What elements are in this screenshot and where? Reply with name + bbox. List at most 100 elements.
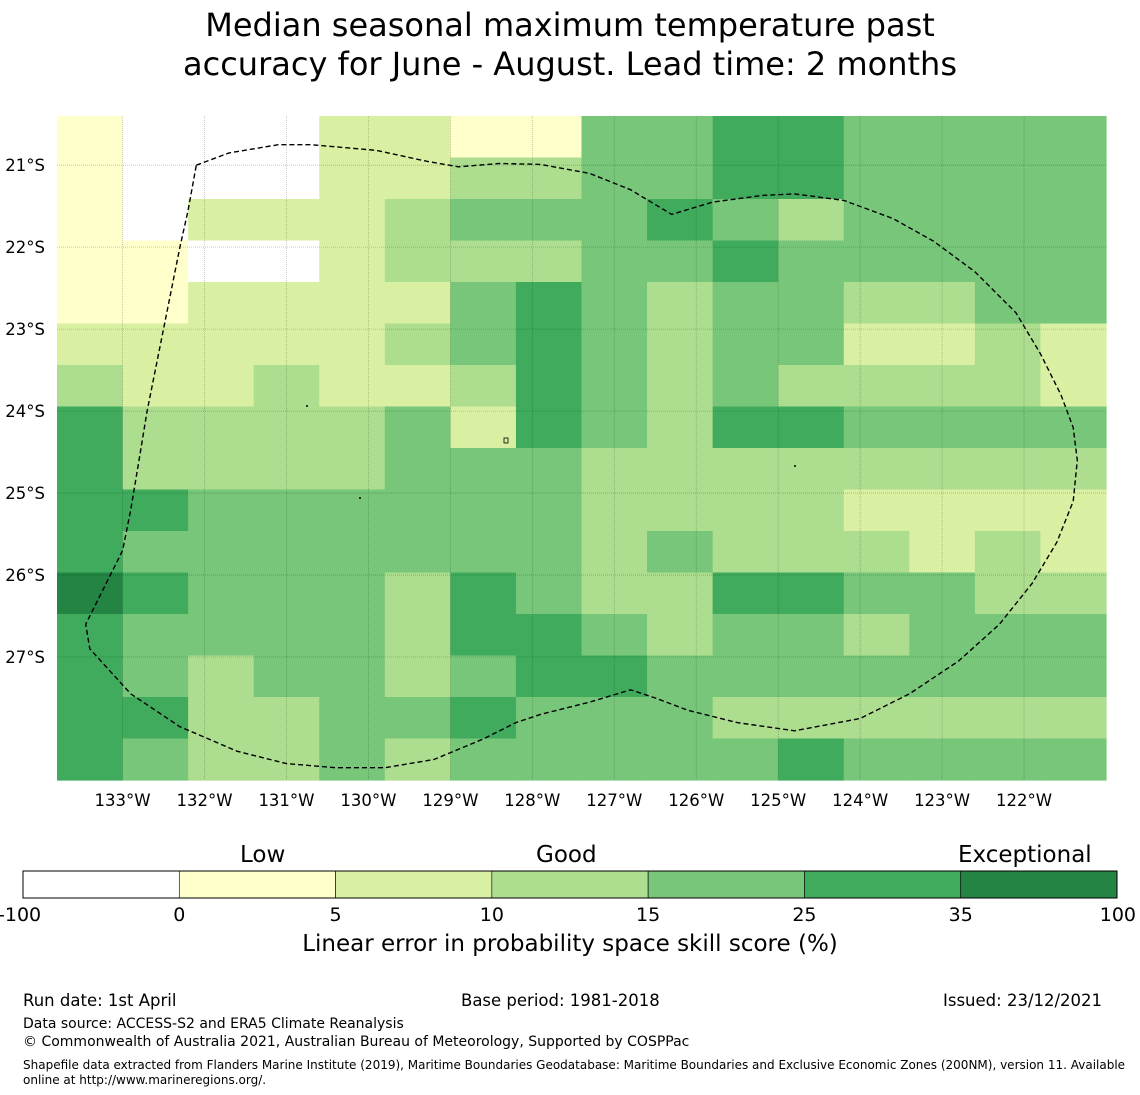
skill-cell: [515, 116, 583, 159]
skill-cell: [1040, 614, 1107, 657]
skill-cell: [188, 655, 255, 698]
skill-cell: [253, 323, 320, 366]
skill-cell: [843, 614, 910, 657]
skill-cell: [581, 199, 648, 242]
longitude-label: 129°W: [422, 791, 478, 810]
skill-cell: [253, 448, 320, 491]
skill-cell: [909, 323, 976, 366]
skill-cell: [384, 282, 451, 325]
skill-cell: [57, 282, 124, 325]
skill-cell: [384, 240, 451, 283]
skill-cell: [384, 572, 451, 615]
skill-cell: [384, 448, 451, 491]
skill-cell: [647, 282, 714, 325]
eez-boundary: [84, 144, 1079, 769]
skill-cell: [57, 240, 124, 283]
shapefile-credit: Shapefile data extracted from Flanders M…: [23, 1058, 1126, 1087]
skill-cell: [974, 406, 1042, 449]
skill-cell: [253, 697, 320, 740]
skill-cell: [712, 240, 779, 283]
skill-cell: [319, 323, 386, 366]
data-source: Data source: ACCESS-S2 and ERA5 Climate …: [23, 1016, 404, 1032]
island: [794, 465, 796, 467]
skill-cell: [909, 489, 976, 532]
latitude-label: 25°S: [5, 484, 45, 503]
skill-cell: [515, 199, 583, 242]
longitude-labels: 133°W 132°W 131°W 130°W 129°W 128°W 127°W 126°W…: [95, 791, 1053, 810]
skill-cell: [57, 406, 124, 449]
skill-cell: [188, 240, 255, 283]
colorbar: [22, 870, 1118, 899]
skill-cell: [515, 614, 583, 657]
skill-cell: [188, 116, 255, 159]
colorbar-tick-label: 25: [792, 904, 816, 926]
skill-cell: [319, 199, 386, 242]
skill-cell: [384, 365, 451, 408]
skill-cell: [581, 489, 648, 532]
skill-cell: [778, 406, 845, 449]
skill-cell: [647, 738, 714, 781]
skill-cell: [122, 406, 189, 449]
skill-cell: [647, 323, 714, 366]
skill-cell: [384, 116, 451, 159]
skill-cell: [384, 697, 451, 740]
skill-cell: [712, 572, 779, 615]
skill-cell: [909, 365, 976, 408]
longitude-label: 126°W: [668, 791, 724, 810]
skill-cell: [1040, 738, 1107, 781]
longitude-label: 131°W: [258, 791, 314, 810]
skill-grid: [57, 116, 1107, 781]
skill-cell: [974, 531, 1042, 574]
latitude-label: 26°S: [5, 566, 45, 585]
skill-cell: [581, 697, 648, 740]
skill-cell: [712, 489, 779, 532]
skill-cell: [647, 406, 714, 449]
skill-cell: [909, 448, 976, 491]
skill-cell: [647, 157, 714, 200]
skill-cell: [253, 365, 320, 408]
skill-cell: [122, 572, 189, 615]
skill-cell: [57, 323, 124, 366]
skill-cell: [450, 572, 517, 615]
skill-cell: [1040, 655, 1107, 698]
skill-cell: [581, 448, 648, 491]
skill-cell: [188, 448, 255, 491]
skill-cell: [778, 282, 845, 325]
colorbar-tick-label: 35: [949, 904, 973, 926]
skill-cell: [712, 323, 779, 366]
skill-cell: [515, 572, 583, 615]
skill-cell: [843, 655, 910, 698]
skill-cell: [515, 531, 583, 574]
skill-cell: [843, 282, 910, 325]
skill-cell: [319, 531, 386, 574]
skill-cell: [188, 406, 255, 449]
skill-cell: [1040, 157, 1107, 200]
skill-cell: [384, 655, 451, 698]
skill-cell: [253, 282, 320, 325]
latitude-label: 24°S: [5, 402, 45, 421]
skill-cell: [909, 697, 976, 740]
skill-cell: [253, 489, 320, 532]
category-low: Low: [240, 842, 286, 868]
skill-cell: [122, 199, 189, 242]
skill-cell: [515, 323, 583, 366]
skill-cell: [122, 116, 189, 159]
skill-cell: [57, 448, 124, 491]
skill-cell: [1040, 116, 1107, 159]
skill-cell: [843, 323, 910, 366]
skill-cell: [647, 489, 714, 532]
latitude-labels: 21°S 22°S 23°S 24°S 25°S 26°S 27°S: [5, 156, 45, 667]
skill-cell: [712, 697, 779, 740]
skill-cell: [319, 697, 386, 740]
skill-cell: [319, 738, 386, 781]
skill-cell: [515, 489, 583, 532]
skill-cell: [778, 697, 845, 740]
category-exceptional: Exceptional: [958, 842, 1092, 868]
skill-cell: [778, 738, 845, 781]
skill-cell: [974, 282, 1042, 325]
skill-cell: [253, 655, 320, 698]
colorbar-frame: [22, 870, 1118, 899]
skill-cell: [778, 240, 845, 283]
skill-cell: [909, 738, 976, 781]
skill-cell: [450, 282, 517, 325]
